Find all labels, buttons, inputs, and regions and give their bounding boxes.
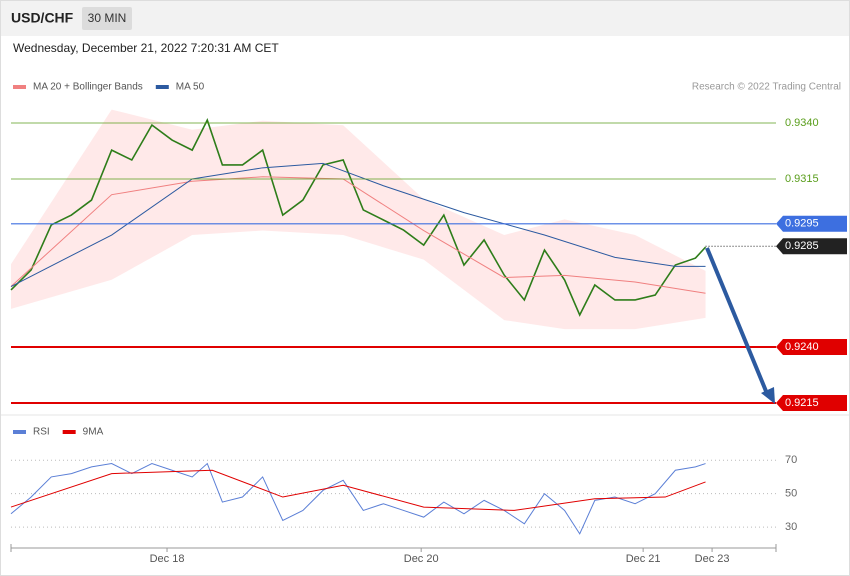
price-tag [776,339,847,356]
price-tag [776,395,847,412]
symbol: USD/CHF [11,10,74,26]
y-tick-label: 30 [785,521,797,533]
price-panel: 0.9340 0.9315 0.9295 0.9285 0.9240 0.9215 [10,109,847,412]
price-level-label: 0.9315 [785,173,819,185]
legend-label: MA 20 + Bollinger Bands [33,82,143,93]
price-tag [776,215,847,232]
legend-label: 9MA [83,427,104,438]
price-tag-label: 0.9295 [785,218,819,230]
legend-swatch [13,85,26,89]
bollinger-band [11,109,706,330]
header-bar [1,1,849,36]
x-tick-label: Dec 20 [404,553,439,565]
forecast-arrowhead [761,387,775,404]
legend-swatch [62,430,76,434]
series-line [10,162,706,287]
price-level-label: 0.9340 [785,117,819,129]
legend-swatch [155,85,169,89]
series-line [10,469,706,511]
interval-button[interactable] [82,7,132,30]
price-tag-label: 0.9285 [785,240,819,252]
interval: 30 MIN [88,11,127,25]
price-tag-label: 0.9240 [785,341,819,353]
forecast-arrow [705,247,770,397]
x-tick-label: Dec 18 [150,553,185,565]
date: Wednesday, December 21, 2022 7:20:31 AM … [13,41,279,55]
series-line [10,462,706,535]
price-tag-label: 0.9215 [785,397,819,409]
series-line [10,118,707,317]
series-line [10,176,706,294]
x-tick-label: Dec 21 [626,553,661,565]
y-tick-label: 50 [785,488,797,500]
rsi-panel: 30 50 70 [10,454,797,535]
legend-swatch [13,430,26,434]
y-tick-label: 70 [785,454,797,466]
x-tick-label: Dec 23 [695,553,730,565]
price-tag [776,238,847,255]
legend-label: RSI [33,427,50,438]
legend-label: MA 50 [176,82,205,93]
credit: Research © 2022 Trading Central [692,82,841,93]
